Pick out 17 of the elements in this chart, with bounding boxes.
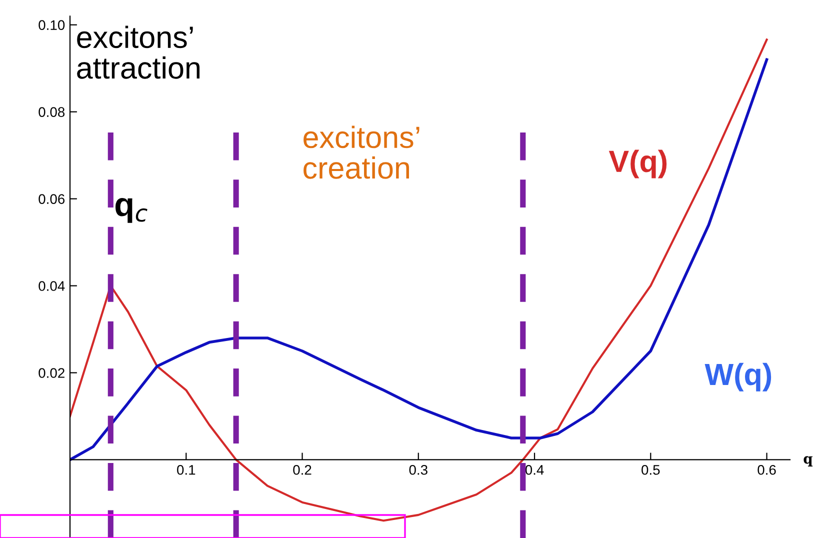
- x-axis-title: q: [804, 456, 813, 466]
- x-tick-label: 0.2: [293, 464, 312, 475]
- y-tick-label: 0.08: [38, 107, 65, 117]
- y-tick-label: 0.02: [38, 368, 64, 378]
- series-label: W(q): [704, 362, 772, 392]
- x-tick-label: 0.3: [409, 464, 428, 475]
- series-label: V(q): [608, 150, 667, 178]
- annotation: excitons’ attraction: [77, 26, 200, 79]
- y-tick-label: 0.06: [38, 194, 65, 204]
- x-tick-label: 0.1: [177, 464, 196, 475]
- x-tick-label: 0.6: [758, 464, 776, 475]
- x-tick-label: 0.5: [642, 464, 660, 475]
- y-tick-label: 0.04: [38, 281, 65, 291]
- annotation: excitons’ creation: [304, 126, 420, 179]
- y-tick-label: 0.10: [38, 20, 65, 30]
- x-tick-label: 0.4: [525, 464, 544, 475]
- annotation: q$_{c}$: [116, 198, 148, 223]
